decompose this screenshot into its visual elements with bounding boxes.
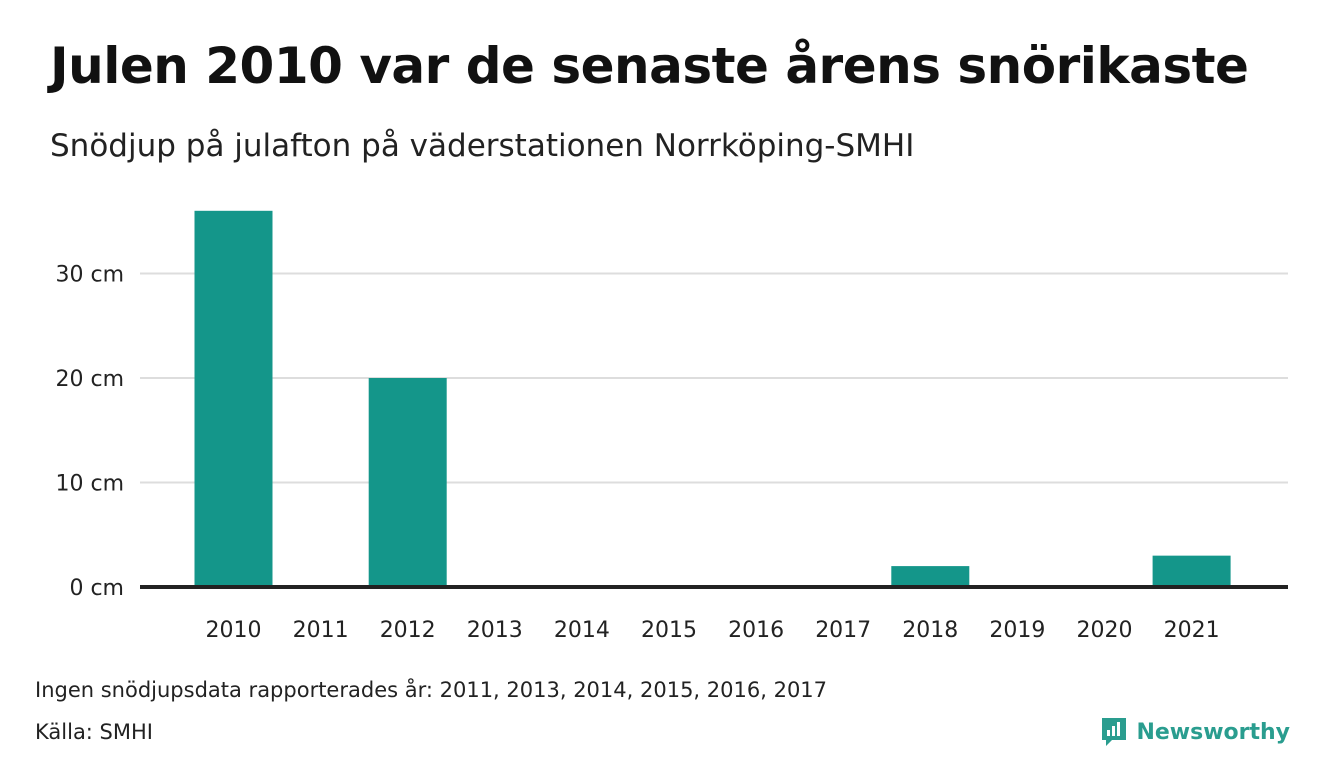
- chart-subtitle: Snödjup på julafton på väderstationen No…: [50, 128, 915, 164]
- x-tick-label: 2014: [554, 618, 610, 643]
- bar-2018: [891, 566, 970, 587]
- x-tick-label: 2013: [467, 618, 523, 643]
- y-tick-label: 10 cm: [55, 472, 124, 497]
- y-tick-label: 0 cm: [69, 576, 124, 601]
- x-tick-label: 2010: [206, 618, 262, 643]
- gridlines: [140, 272, 1288, 484]
- x-tick-label: 2019: [989, 618, 1045, 643]
- x-tick-label: 2018: [902, 618, 958, 643]
- missing-data-note: Ingen snödjupsdata rapporterades år: 201…: [35, 678, 828, 702]
- newsworthy-logo-icon: [1102, 718, 1127, 746]
- x-tick-label: 2021: [1164, 618, 1220, 643]
- bars: [194, 210, 1231, 588]
- bar-chart: 0 cm 10 cm 20 cm 30 cm 2010 2011 2012 2013 2014…: [55, 210, 1288, 643]
- x-tick-label: 2011: [293, 618, 349, 643]
- bar-2012: [368, 378, 447, 587]
- x-tick-label: 2012: [380, 618, 436, 643]
- y-tick-label: 30 cm: [55, 263, 124, 288]
- chart-title: Julen 2010 var de senaste årens snörikas…: [50, 37, 1249, 95]
- bar-2021: [1152, 555, 1231, 587]
- x-tick-label: 2015: [641, 618, 697, 643]
- brand-name: Newsworthy: [1136, 719, 1290, 745]
- brand-logo: Newsworthy: [1100, 716, 1290, 748]
- y-axis-labels: 0 cm 10 cm 20 cm 30 cm: [55, 263, 124, 602]
- x-axis-labels: 2010 2011 2012 2013 2014 2015 2016 2017 2018 2019…: [206, 618, 1220, 643]
- x-tick-label: 2020: [1077, 618, 1133, 643]
- y-tick-label: 20 cm: [55, 367, 124, 392]
- x-tick-label: 2016: [728, 618, 784, 643]
- bar-2010: [194, 210, 273, 588]
- x-tick-label: 2017: [815, 618, 871, 643]
- source-label: Källa: SMHI: [35, 720, 153, 744]
